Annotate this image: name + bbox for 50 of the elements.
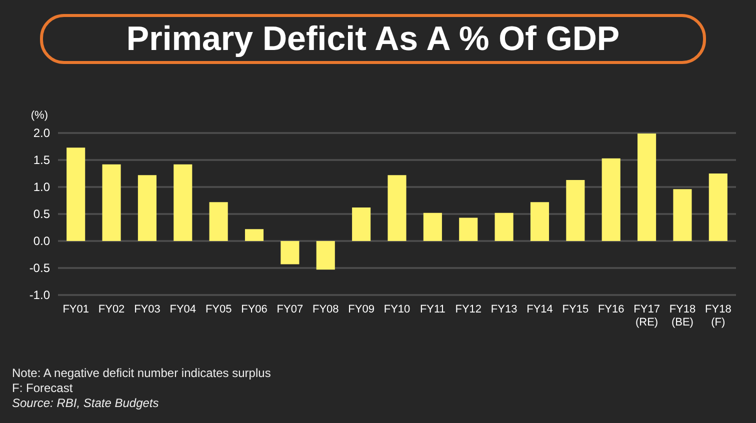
x-tick-label: FY18 (BE) — [669, 304, 696, 328]
bar — [530, 202, 550, 241]
bar — [638, 134, 656, 241]
y-tick-label: 1.5 — [33, 153, 50, 167]
bar — [423, 212, 442, 241]
bar — [138, 175, 156, 241]
bar — [459, 218, 478, 241]
x-tick-label: FY03 — [134, 304, 160, 316]
bar — [244, 229, 264, 241]
x-tick-label: FY10 — [384, 304, 410, 316]
text: F: Forecast — [12, 381, 74, 396]
bar — [708, 174, 728, 241]
x-tick-label: FY14 — [526, 304, 553, 316]
x-tick-label: FY17 (RE) — [634, 304, 660, 328]
x-tick-label: FY01 — [62, 304, 89, 316]
x-tick-label: FY06 — [241, 304, 268, 316]
x-tick-label: FY09 — [348, 304, 374, 316]
y-tick-label: 0.0 — [33, 234, 50, 248]
text: Note: A negative deficit number indicates surplus — [12, 366, 271, 381]
y-tick-label: 2.0 — [33, 126, 50, 140]
x-tick-label: FY15 — [562, 304, 589, 316]
bar — [316, 241, 335, 270]
x-tick-label: FY16 — [598, 304, 624, 316]
y-axis-title: (%) — [30, 110, 48, 122]
x-tick-label: FY07 — [276, 304, 304, 316]
x-tick-label: FY05 — [205, 304, 232, 316]
bar — [388, 175, 406, 241]
x-tick-label: FY18 (F) — [705, 304, 732, 328]
bar — [566, 180, 585, 241]
bar — [602, 158, 620, 241]
y-tick-label: 0.5 — [33, 207, 50, 221]
bar — [673, 189, 692, 241]
x-tick-label: FY08 — [312, 304, 339, 316]
bar — [352, 208, 371, 241]
bar — [494, 212, 514, 241]
x-tick-label: FY02 — [98, 304, 125, 316]
y-tick-label: -0.5 — [29, 261, 50, 275]
chart-title: Primary Deficit As A % Of GDP — [40, 14, 706, 64]
x-tick-label: FY13 — [490, 304, 518, 316]
x-tick-label: FY12 — [455, 304, 482, 316]
y-tick-label: -1.0 — [29, 288, 50, 302]
bar — [209, 202, 228, 241]
bar — [66, 148, 86, 241]
bar — [102, 164, 121, 241]
x-tick-label: FY04 — [170, 304, 196, 316]
x-tick-label: FY11 — [420, 304, 446, 316]
y-tick-label: 1.0 — [33, 180, 50, 194]
bar — [280, 241, 300, 264]
bar — [174, 164, 192, 241]
source-note: Source: RBI, State Budgets — [12, 396, 160, 411]
